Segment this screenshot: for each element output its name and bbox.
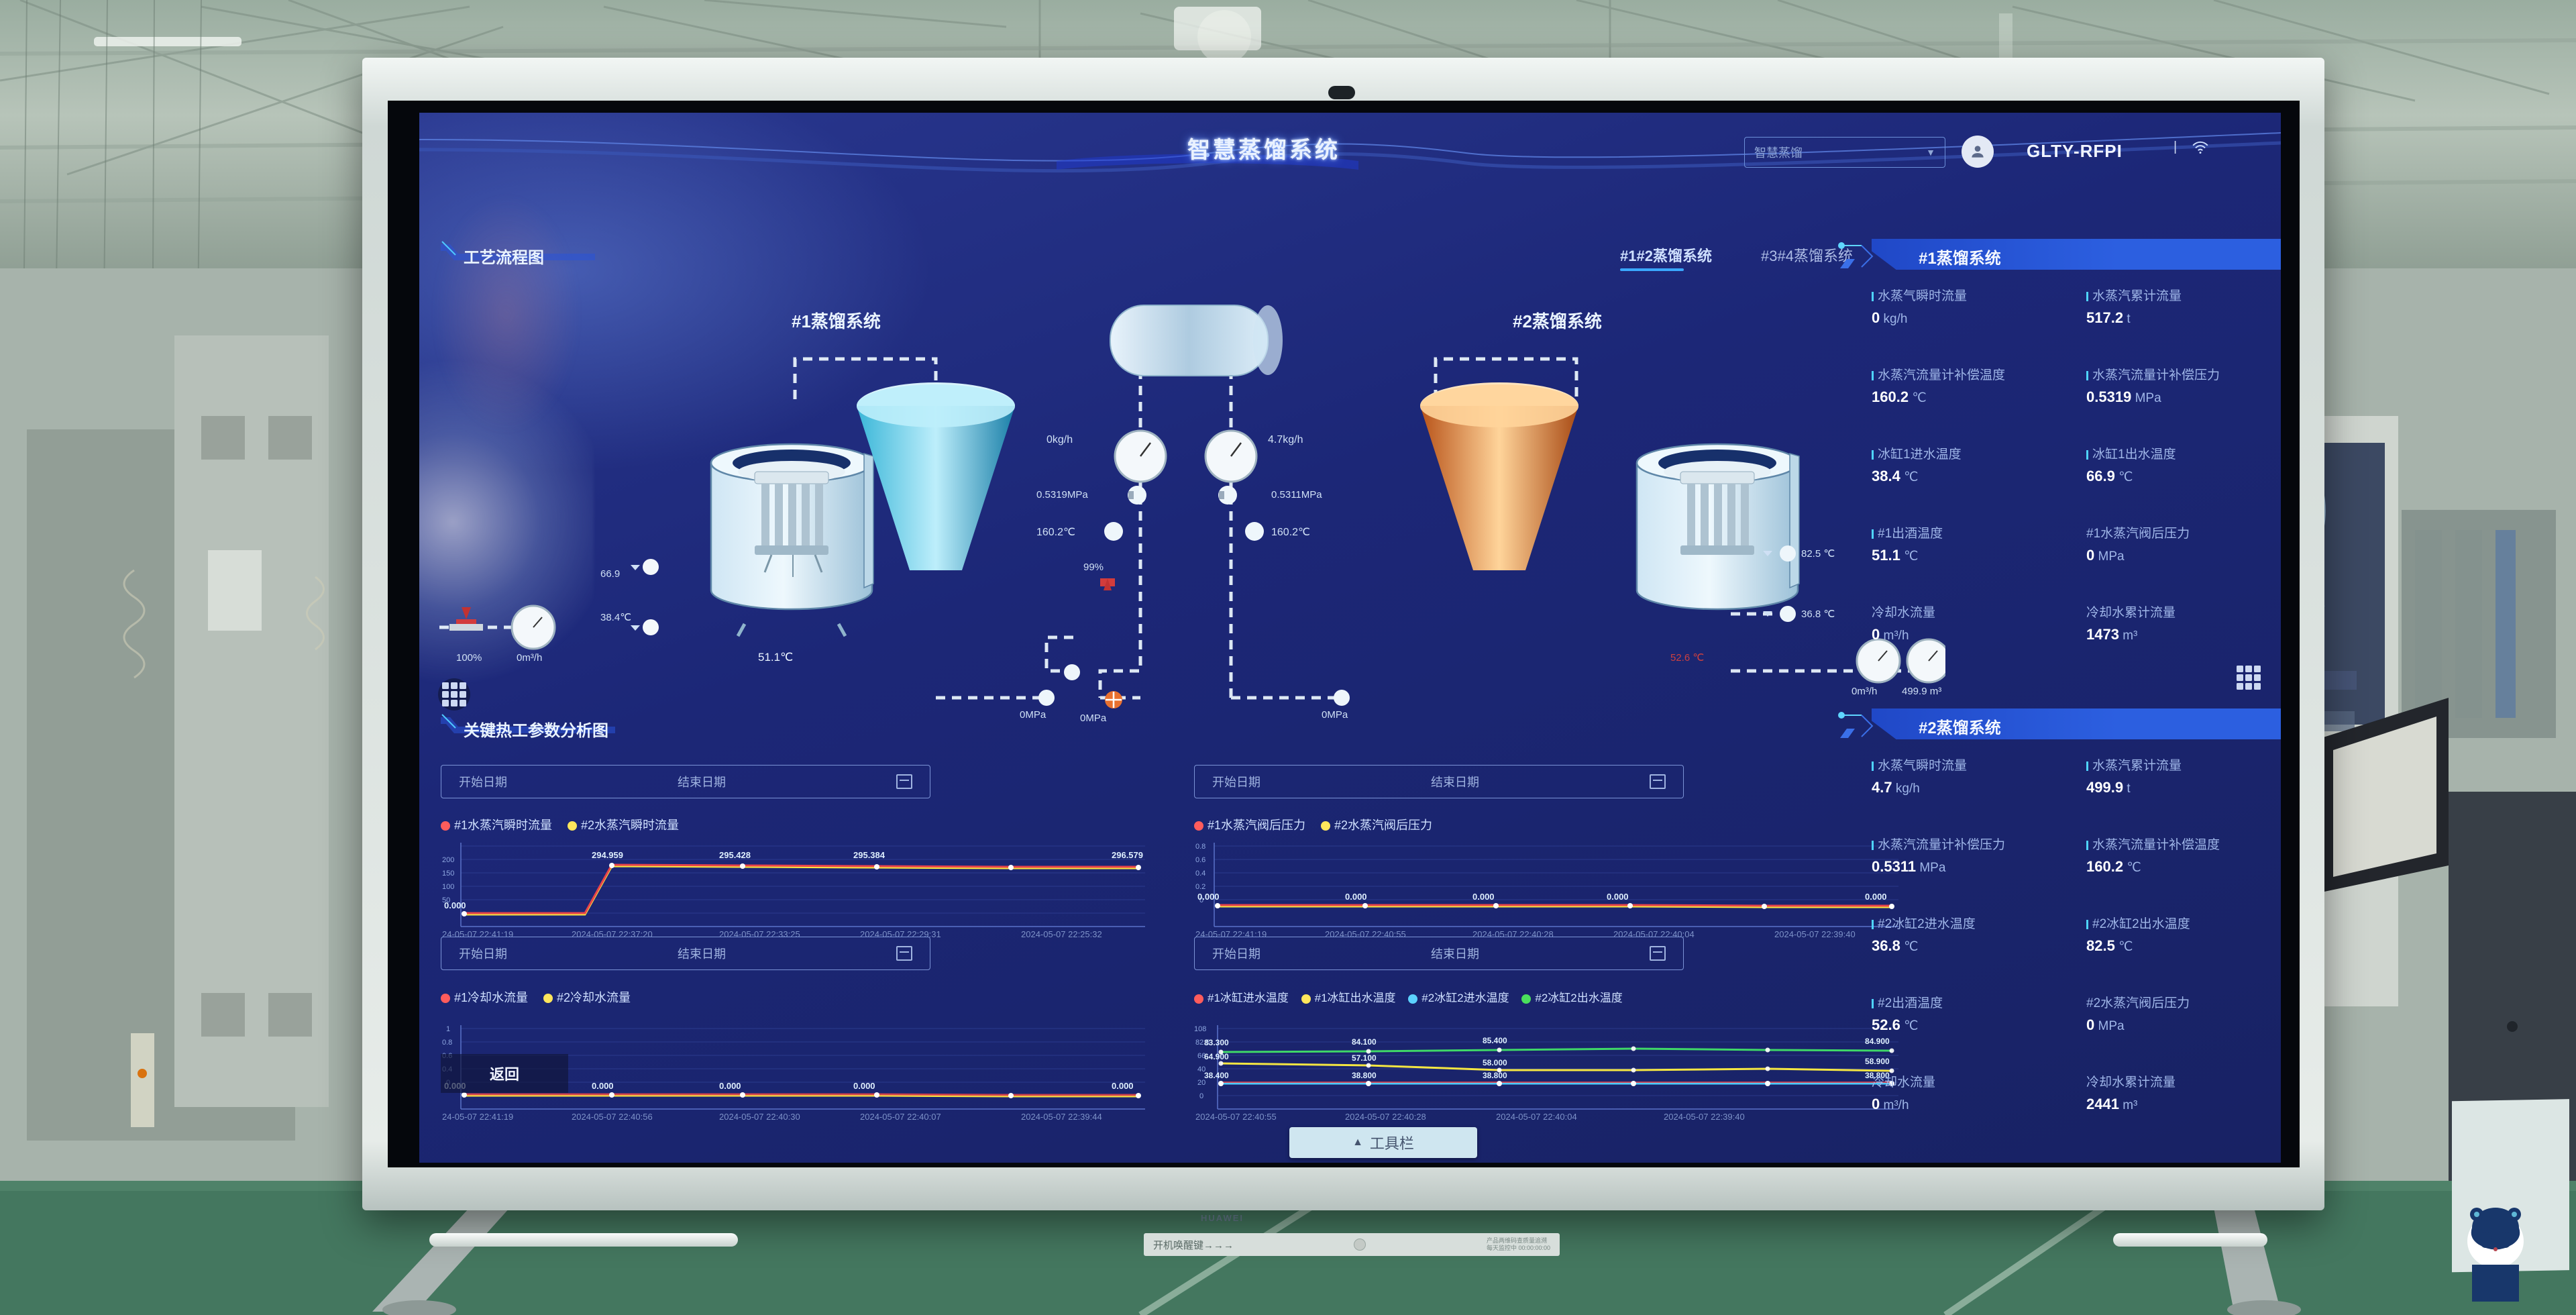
svg-text:0MPa: 0MPa (1080, 713, 1107, 724)
svg-text:58.000: 58.000 (1483, 1058, 1507, 1067)
svg-text:0.4: 0.4 (1195, 870, 1205, 878)
svg-text:2024-05-07 22:40:56: 2024-05-07 22:40:56 (572, 1112, 653, 1122)
svg-text:0MPa: 0MPa (1322, 709, 1348, 721)
svg-text:38.400: 38.400 (1204, 1071, 1229, 1080)
svg-text:0.000: 0.000 (1345, 892, 1367, 902)
svg-text:84.100: 84.100 (1352, 1037, 1377, 1047)
svg-text:64.900: 64.900 (1204, 1052, 1229, 1061)
svg-text:51.1℃: 51.1℃ (758, 651, 793, 664)
svg-text:0MPa: 0MPa (1020, 709, 1046, 721)
svg-text:160.2℃: 160.2℃ (1036, 527, 1075, 538)
svg-text:0.000: 0.000 (853, 1081, 875, 1091)
svg-text:2024-05-07 22:40:55: 2024-05-07 22:40:55 (1195, 1112, 1277, 1122)
svg-text:0m³/h: 0m³/h (1851, 686, 1877, 697)
svg-text:0m³/h: 0m³/h (517, 652, 542, 664)
svg-text:0.8: 0.8 (442, 1039, 452, 1047)
svg-text:2024-05-07 22:40:07: 2024-05-07 22:40:07 (860, 1112, 941, 1122)
svg-text:52.6 ℃: 52.6 ℃ (1670, 652, 1704, 664)
svg-text:66.9: 66.9 (600, 568, 620, 580)
svg-text:150: 150 (442, 870, 454, 878)
svg-text:295.428: 295.428 (719, 850, 751, 860)
svg-text:0.000: 0.000 (1472, 892, 1495, 902)
svg-text:1: 1 (446, 1025, 450, 1033)
svg-text:2024-05-07 22:39:44: 2024-05-07 22:39:44 (1021, 1112, 1102, 1122)
svg-text:0.000: 0.000 (1197, 892, 1220, 902)
svg-text:0.000: 0.000 (719, 1081, 741, 1091)
svg-text:0.8: 0.8 (1195, 843, 1205, 851)
svg-text:82.5 ℃: 82.5 ℃ (1801, 548, 1835, 560)
svg-text:#1蒸馏系统: #1蒸馏系统 (792, 311, 881, 331)
svg-text:0.2: 0.2 (1195, 883, 1205, 891)
svg-text:99%: 99% (1083, 562, 1104, 573)
svg-text:38.800: 38.800 (1352, 1071, 1377, 1080)
svg-text:160.2℃: 160.2℃ (1271, 527, 1310, 538)
svg-text:0.000: 0.000 (592, 1081, 614, 1091)
svg-text:4.7kg/h: 4.7kg/h (1268, 434, 1303, 445)
svg-text:2024-05-07 22:39:40: 2024-05-07 22:39:40 (1774, 929, 1856, 939)
svg-text:2024-05-07 22:40:04: 2024-05-07 22:40:04 (1496, 1112, 1577, 1122)
svg-text:2024-05-07 22:40:30: 2024-05-07 22:40:30 (719, 1112, 800, 1122)
svg-text:108: 108 (1194, 1025, 1206, 1033)
svg-text:100%: 100% (456, 652, 482, 664)
svg-text:83.300: 83.300 (1204, 1038, 1229, 1047)
svg-text:2024-05-07 22:40:28: 2024-05-07 22:40:28 (1345, 1112, 1426, 1122)
svg-text:85.400: 85.400 (1483, 1036, 1507, 1045)
svg-text:0.000: 0.000 (1607, 892, 1629, 902)
svg-text:36.8 ℃: 36.8 ℃ (1801, 609, 1835, 620)
svg-text:#2蒸馏系统: #2蒸馏系统 (1513, 311, 1602, 331)
svg-text:0kg/h: 0kg/h (1046, 434, 1073, 445)
svg-text:0: 0 (1199, 1092, 1203, 1100)
svg-text:499.9 m³: 499.9 m³ (1902, 686, 1941, 697)
svg-text:24-05-07 22:41:19: 24-05-07 22:41:19 (442, 1112, 513, 1122)
svg-text:0.5319MPa: 0.5319MPa (1036, 489, 1088, 501)
svg-text:57.100: 57.100 (1352, 1053, 1377, 1063)
svg-text:0.000: 0.000 (444, 900, 466, 910)
svg-text:200: 200 (442, 856, 454, 864)
svg-text:296.579: 296.579 (1112, 850, 1143, 860)
svg-text:0.000: 0.000 (1112, 1081, 1134, 1091)
svg-text:295.384: 295.384 (853, 850, 885, 860)
svg-text:294.959: 294.959 (592, 850, 623, 860)
svg-text:100: 100 (442, 883, 454, 891)
svg-text:38.4℃: 38.4℃ (600, 612, 631, 623)
svg-text:0.6: 0.6 (1195, 856, 1205, 864)
svg-text:38.800: 38.800 (1483, 1071, 1507, 1080)
svg-text:2024-05-07 22:39:40: 2024-05-07 22:39:40 (1664, 1112, 1745, 1122)
svg-text:2024-05-07 22:25:32: 2024-05-07 22:25:32 (1021, 929, 1102, 939)
svg-text:0.5311MPa: 0.5311MPa (1271, 489, 1322, 501)
